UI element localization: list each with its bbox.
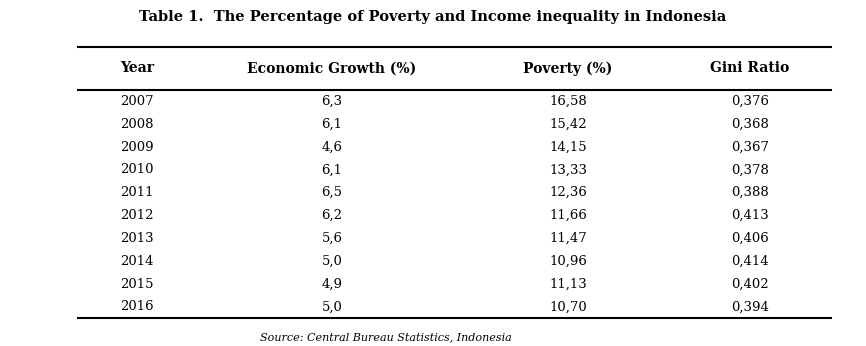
Text: 16,58: 16,58 [549,95,587,108]
Text: Year: Year [120,61,154,75]
Text: 2008: 2008 [120,118,153,131]
Text: Table 1.  The Percentage of Poverty and Income inequality in Indonesia: Table 1. The Percentage of Poverty and I… [139,10,727,24]
Text: 0,394: 0,394 [731,300,769,313]
Text: 15,42: 15,42 [549,118,587,131]
Text: 2014: 2014 [120,255,153,268]
Text: 10,70: 10,70 [549,300,587,313]
Text: Poverty (%): Poverty (%) [523,61,613,75]
Text: Source: Central Bureau Statistics, Indonesia: Source: Central Bureau Statistics, Indon… [260,333,512,343]
Text: 14,15: 14,15 [549,140,587,154]
Text: 4,6: 4,6 [321,140,343,154]
Text: 2012: 2012 [120,209,153,222]
Text: 6,1: 6,1 [321,118,343,131]
Text: Gini Ratio: Gini Ratio [710,61,789,75]
Text: 5,0: 5,0 [321,255,343,268]
Text: 0,367: 0,367 [731,140,769,154]
Text: 11,47: 11,47 [549,232,587,245]
Text: 12,36: 12,36 [549,186,587,199]
Text: 2007: 2007 [120,95,154,108]
Text: 10,96: 10,96 [549,255,587,268]
Text: 2016: 2016 [120,300,154,313]
Text: 2011: 2011 [120,186,153,199]
Text: 2013: 2013 [120,232,154,245]
Text: 6,2: 6,2 [321,209,343,222]
Text: 6,1: 6,1 [321,163,343,176]
Text: 5,0: 5,0 [321,300,343,313]
Text: 0,368: 0,368 [731,118,769,131]
Text: 0,376: 0,376 [731,95,769,108]
Text: 0,388: 0,388 [731,186,768,199]
Text: 0,413: 0,413 [731,209,768,222]
Text: 6,3: 6,3 [321,95,343,108]
Text: 2009: 2009 [120,140,154,154]
Text: 0,406: 0,406 [731,232,768,245]
Text: 11,66: 11,66 [549,209,587,222]
Text: 0,414: 0,414 [731,255,768,268]
Text: 2010: 2010 [120,163,153,176]
Text: Economic Growth (%): Economic Growth (%) [248,61,417,75]
Text: 0,402: 0,402 [731,277,768,291]
Text: 13,33: 13,33 [549,163,587,176]
Text: 0,378: 0,378 [731,163,769,176]
Text: 4,9: 4,9 [321,277,343,291]
Text: 11,13: 11,13 [549,277,587,291]
Text: 2015: 2015 [120,277,153,291]
Text: 5,6: 5,6 [321,232,343,245]
Text: 6,5: 6,5 [321,186,343,199]
